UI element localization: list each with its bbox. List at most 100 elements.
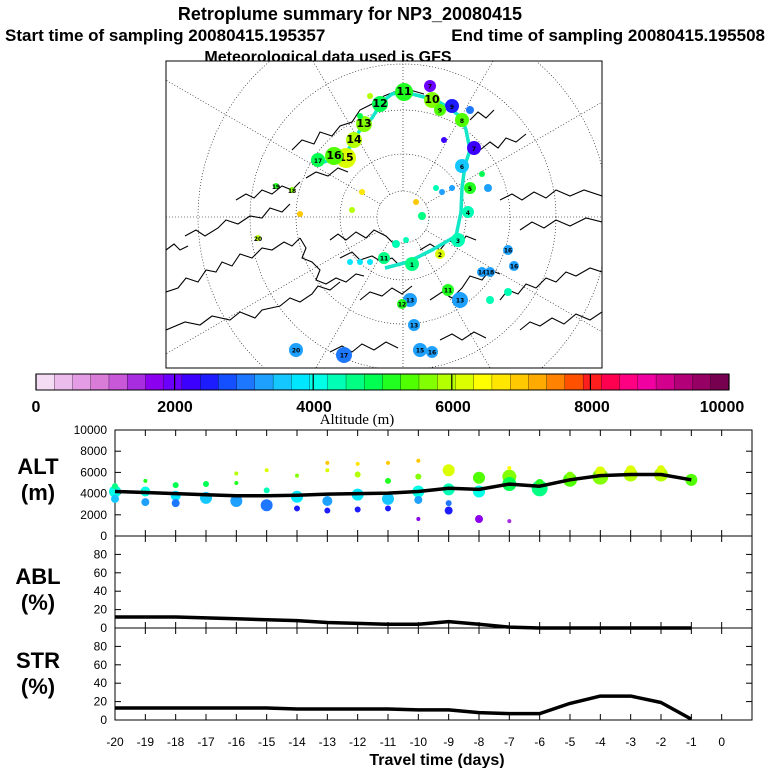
map-cluster-label-7: 7	[472, 146, 476, 153]
alt-cluster-33	[414, 495, 423, 504]
map-cluster-extra-35	[367, 259, 373, 265]
colorbar-swatch-19	[382, 373, 402, 391]
map-cluster-extra-label-4: 17	[340, 353, 348, 360]
map-cluster-label-3: 3	[456, 238, 460, 245]
abl-panel-frame	[114, 535, 753, 629]
str-ytick-label-0: 0	[100, 713, 107, 727]
colorbar-swatch-29	[564, 373, 584, 391]
map-cluster-extra-15	[484, 184, 492, 192]
alt-cluster-7	[171, 499, 180, 508]
map-cluster-extra-label-0: 13	[406, 298, 414, 305]
alt-cluster-1	[111, 494, 119, 503]
alt-cluster-2	[112, 483, 118, 490]
alt-cluster-25	[354, 506, 361, 513]
alt-cluster-57	[657, 465, 665, 474]
colorbar-swatch-15	[309, 373, 329, 391]
map-frame	[165, 60, 603, 369]
x-axis-ticks: -20 -19 -18 -17 -16 -15 -14 -13 -12 -11 -10 -9 -8 -7-…	[106, 430, 725, 749]
alt-panel-label: ALT	[17, 454, 59, 479]
abl-ytick-label-0: 0	[100, 621, 107, 635]
coastlines	[166, 89, 602, 353]
map-cluster-label-14: 14	[346, 133, 362, 146]
map-cluster-label-16: 16	[326, 149, 342, 162]
map-cluster-label-17: 17	[314, 158, 322, 165]
colorbar-swatch-25	[491, 373, 511, 391]
map-cluster-17	[311, 153, 325, 167]
alt-cluster-34	[415, 473, 422, 480]
alt-y-ticks: 0 2000 4000 6000 8000 10000	[74, 423, 752, 543]
map-cluster-extra-16	[479, 171, 485, 177]
x-tick-label-3: -17	[197, 735, 215, 749]
x-axis-label: Travel time (days)	[369, 752, 504, 768]
map-cluster-extra-22	[441, 137, 447, 143]
alt-cluster-21	[324, 507, 331, 514]
meridian-210	[166, 79, 381, 205]
altitude-colorbar	[35, 373, 730, 391]
alt-cluster-36	[416, 458, 421, 463]
str-y-ticks: 0 20 40 60 80	[94, 639, 752, 727]
map-cluster-extra-21	[357, 113, 363, 119]
colorbar-swatch-27	[528, 373, 548, 391]
map-cluster-extra-17	[434, 104, 446, 116]
alt-cluster-35	[416, 517, 421, 522]
str-ytick-label-4: 80	[94, 639, 108, 653]
map-cluster-label-11: 11	[396, 85, 411, 98]
alt-cluster-46	[507, 466, 512, 471]
x-tick-label-9: -11	[380, 735, 397, 749]
alt-cluster-23	[325, 460, 330, 465]
alt-cluster-8	[172, 482, 179, 489]
map-cluster-12	[372, 96, 388, 112]
map-cluster-extra-label-3: 16	[428, 350, 436, 357]
x-tick-label-6: -14	[288, 735, 306, 749]
alt-cluster-19	[295, 473, 299, 478]
x-tick-label-14: -6	[534, 735, 545, 749]
map-cluster-label-9: 9	[450, 104, 454, 111]
map-cluster-extra-24	[439, 189, 445, 195]
map-cluster-extra-29	[413, 199, 419, 205]
map-cluster-2	[435, 249, 445, 259]
str-ytick-label-2: 40	[94, 676, 108, 690]
map-cluster-extra-13	[504, 288, 512, 296]
alt-cluster-40	[445, 500, 452, 507]
alt-cluster-43	[475, 515, 483, 524]
map-cluster-label-6: 6	[460, 164, 464, 171]
alt-cluster-39	[444, 506, 453, 515]
colorbar-swatch-14	[291, 373, 311, 391]
map-cluster-extra-23	[433, 185, 439, 191]
str-panel-label: STR	[16, 648, 60, 673]
map-cluster-extra-34	[357, 259, 363, 265]
map-cluster-extra-11	[503, 245, 513, 255]
alt-cluster-58	[685, 473, 698, 486]
alt-cluster-10	[203, 481, 209, 488]
map-cluster-7	[467, 141, 481, 155]
alt-mean-line	[114, 472, 692, 498]
x-tick-label-16: -4	[595, 735, 606, 749]
map-cluster-extra-28	[349, 207, 355, 213]
alt-cluster-13	[234, 471, 239, 476]
map-cluster-3	[451, 233, 465, 247]
map-cluster-extra-label-7: 11	[444, 288, 452, 295]
map-cluster-extra-19	[424, 80, 436, 92]
map-cluster-extra-20	[367, 93, 373, 99]
x-tick-label-12: -8	[474, 735, 485, 749]
alt-ytick-label-5: 10000	[74, 423, 108, 437]
map-cluster-18	[289, 187, 295, 193]
map-cluster-extra-2	[413, 343, 427, 357]
colorbar-tick-4000: 4000	[296, 399, 332, 416]
map-cluster-extra-label-8: 13	[456, 298, 464, 305]
colorbar-swatch-24	[473, 373, 493, 391]
map-cluster-extra-label-1: 13	[410, 323, 418, 330]
colorbar-swatch-2	[72, 373, 92, 391]
map-cluster-extra-7	[442, 284, 454, 296]
map-cluster-extra-18	[466, 106, 474, 114]
alt-cluster-31	[386, 460, 390, 465]
map-cluster-extra-label-11: 16	[504, 248, 512, 255]
x-tick-label-18: -2	[656, 735, 667, 749]
alt-cluster-12	[234, 481, 239, 485]
map-cluster-1	[405, 257, 419, 271]
x-tick-label-2: -18	[167, 735, 185, 749]
x-tick-label-17: -3	[625, 735, 636, 749]
alt-ytick-label-0: 0	[100, 529, 107, 543]
